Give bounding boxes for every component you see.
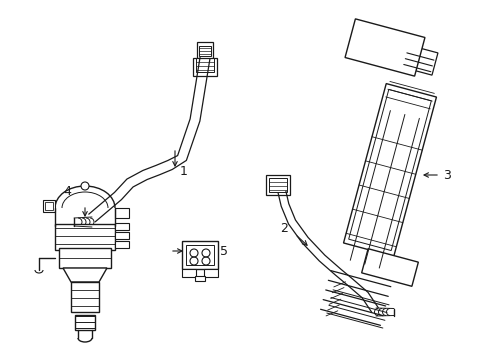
Bar [199, 46, 210, 56]
Bar [55, 224, 115, 250]
Polygon shape [343, 84, 436, 256]
Polygon shape [400, 45, 437, 75]
Bar [268, 178, 286, 192]
Bar [265, 175, 289, 195]
Bar [203, 269, 218, 277]
Bar [197, 42, 213, 58]
Bar [75, 315, 95, 330]
Text: 2: 2 [280, 222, 287, 235]
Bar [193, 58, 217, 76]
Bar [115, 241, 129, 248]
Bar [71, 282, 99, 312]
Bar [59, 248, 111, 268]
Text: 5: 5 [220, 245, 227, 258]
Bar [115, 208, 129, 218]
Text: 4: 4 [63, 185, 71, 198]
Bar [196, 58, 214, 72]
Bar [182, 241, 218, 269]
Polygon shape [345, 19, 424, 76]
Bar [115, 232, 129, 239]
Text: 1: 1 [180, 165, 187, 178]
Bar [115, 223, 129, 230]
Bar [45, 202, 53, 210]
Bar [185, 245, 214, 265]
Circle shape [81, 182, 89, 190]
Bar [43, 200, 55, 212]
Polygon shape [63, 268, 107, 282]
Polygon shape [361, 249, 418, 286]
Bar [182, 269, 196, 277]
Bar [195, 276, 204, 281]
Text: 3: 3 [442, 169, 450, 182]
